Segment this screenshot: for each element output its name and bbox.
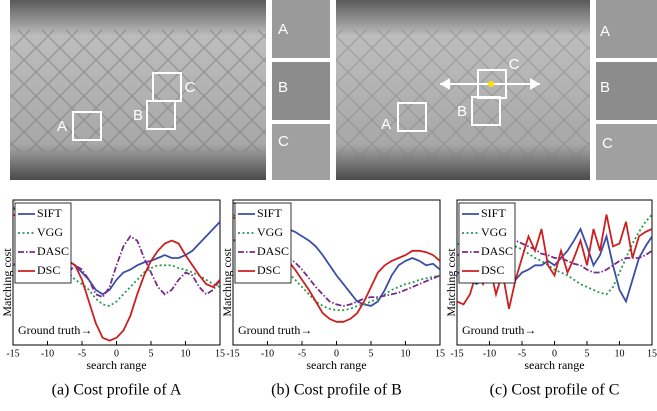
caption: (b) Cost profile of B (271, 382, 402, 399)
x-tick-label: 5 (369, 348, 374, 359)
caption: (a) Cost profile of A (52, 382, 182, 399)
legend-label: DASC (257, 244, 289, 258)
patch-label: C (185, 79, 196, 96)
patch-label: B (457, 103, 467, 120)
annotation: Ground truth→ (238, 323, 312, 337)
x-tick-label: -10 (41, 348, 54, 359)
legend-label: DSC (481, 263, 504, 277)
legend-label: DSC (37, 263, 60, 277)
patch-label: A (57, 118, 67, 135)
x-tick-label: 15 (647, 348, 657, 359)
annotation: Ground truth→ (18, 323, 92, 337)
x-axis-label: search range (524, 358, 584, 372)
x-axis-label: search range (306, 358, 366, 372)
x-tick-label: -5 (298, 348, 306, 359)
legend-label: VGG (481, 225, 507, 239)
y-axis-label: Matching cost (444, 248, 458, 317)
x-tick-label: 5 (585, 348, 590, 359)
legend-label: DASC (37, 244, 69, 258)
legend-label: SIFT (481, 206, 506, 220)
left-photo: A B C A B C (10, 0, 330, 180)
thumb-label: B (600, 79, 610, 96)
legend-label: SIFT (257, 206, 282, 220)
legend-label: DSC (257, 263, 280, 277)
annotation: Ground truth→ (462, 323, 536, 337)
x-tick-label: 5 (149, 348, 154, 359)
thumb-label: A (600, 23, 610, 40)
right-photo: A B C A B C (336, 0, 657, 180)
x-tick-label: -15 (6, 348, 19, 359)
thumb-label: C (278, 133, 289, 150)
x-tick-label: 10 (615, 348, 625, 359)
patch-label: C (509, 56, 520, 73)
x-tick-label: -10 (483, 348, 496, 359)
x-axis-label: search range (86, 358, 146, 372)
caption: (c) Cost profile of C (490, 382, 620, 399)
x-tick-label: -5 (78, 348, 86, 359)
x-tick-label: 15 (435, 348, 445, 359)
patch-label: A (381, 116, 391, 133)
legend-label: DASC (481, 244, 513, 258)
legend-label: VGG (37, 225, 63, 239)
x-tick-label: 10 (181, 348, 191, 359)
x-tick-label: -15 (226, 348, 239, 359)
thumb-label: C (602, 135, 613, 152)
figure: A B C A B C A B C A B C -15-10-5051015se… (0, 0, 657, 411)
patch-label: B (133, 107, 143, 124)
x-tick-label: -15 (450, 348, 463, 359)
thumb-label: B (278, 79, 288, 96)
x-tick-label: -10 (261, 348, 274, 359)
x-tick-label: 10 (401, 348, 411, 359)
y-axis-label: Matching cost (0, 248, 14, 317)
x-tick-label: 15 (215, 348, 225, 359)
legend-label: SIFT (37, 206, 62, 220)
y-axis-label: Matching cost (220, 248, 234, 317)
legend-label: VGG (257, 225, 283, 239)
thumb-label: A (278, 21, 288, 38)
